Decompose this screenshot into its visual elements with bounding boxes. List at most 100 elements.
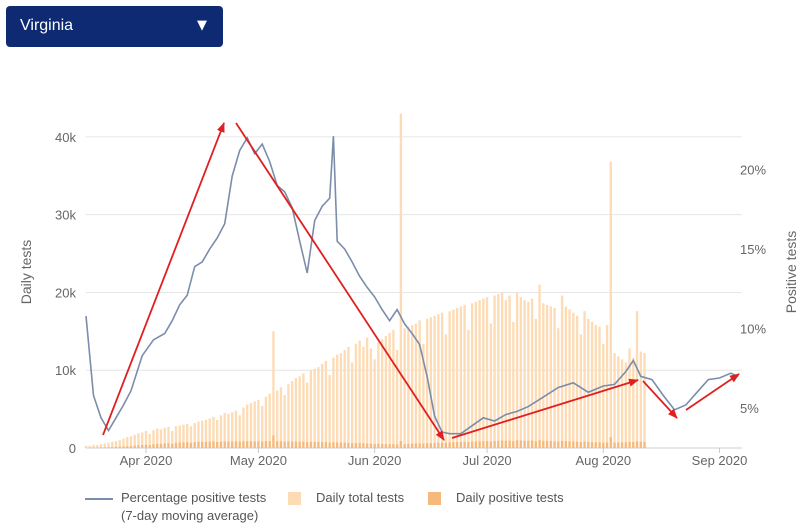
total-tests-bar [339, 353, 343, 448]
total-tests-bar [163, 427, 166, 448]
positive-tests-bar [542, 440, 545, 448]
legend-label-rate-line2: (7-day moving average) [121, 508, 259, 523]
total-tests-bar [365, 337, 369, 448]
right-axis-label: Positive tests [783, 231, 799, 313]
total-tests-bar [602, 343, 605, 448]
total-tests-bar [583, 311, 586, 448]
positive-tests-bar [298, 441, 301, 448]
right-tick-label: 10% [740, 322, 766, 337]
total-tests-bar [575, 315, 579, 448]
positive-tests-bar [632, 442, 635, 448]
total-tests-bar [515, 292, 519, 448]
total-tests-bar [122, 438, 125, 448]
total-tests-bar [478, 300, 481, 448]
total-tests-bar [302, 373, 305, 448]
total-tests-bar [294, 378, 298, 448]
total-tests-bar [609, 161, 612, 448]
positive-tests-bar [485, 441, 489, 448]
positive-tests-bar [335, 442, 339, 448]
positive-tests-bar [538, 440, 541, 448]
positive-tests-bar [144, 444, 148, 448]
positive-tests-bar [216, 441, 219, 448]
total-tests-bar [579, 334, 582, 448]
positive-tests-bar [587, 441, 590, 448]
total-tests-bar [530, 298, 534, 448]
total-tests-bar [152, 430, 155, 448]
positive-tests-bar [598, 442, 601, 448]
total-tests-bar [362, 346, 365, 448]
positive-tests-bar [602, 442, 605, 448]
positive-tests-bar [609, 437, 612, 448]
total-tests-bar [272, 331, 275, 448]
total-tests-bars [84, 113, 646, 449]
total-tests-bar [482, 298, 485, 448]
positive-tests-bar [152, 444, 155, 448]
total-tests-bar [624, 362, 627, 448]
positive-tests-bar [148, 445, 151, 448]
total-tests-bar [590, 322, 594, 448]
positive-tests-bar [354, 443, 358, 448]
positive-tests-bar [373, 443, 376, 448]
positive-tests-bar [358, 443, 361, 448]
positive-tests-bar [395, 444, 399, 448]
left-axis-label: Daily tests [18, 240, 34, 305]
total-tests-bar [347, 346, 350, 448]
total-tests-bar [309, 370, 313, 448]
positive-tests-bar [575, 441, 579, 448]
legend-label-rate-line1: Percentage positive tests [121, 490, 267, 505]
total-tests-bar [587, 318, 590, 448]
total-tests-bar [268, 393, 271, 448]
positive-tests-bar [523, 440, 526, 448]
positive-tests-bar [178, 442, 181, 448]
positive-tests-bar [564, 441, 567, 448]
total-tests-bar [542, 303, 545, 448]
positive-tests-bar [549, 441, 552, 448]
total-tests-bar [182, 424, 185, 448]
total-tests-bar [96, 444, 99, 448]
trend-arrow [685, 373, 740, 411]
positive-tests-bar [231, 441, 234, 448]
positive-rate-line [85, 136, 739, 435]
positive-tests-bar [467, 442, 470, 448]
positive-tests-bars [84, 435, 646, 448]
total-tests-bar [497, 294, 500, 448]
positive-tests-bar [452, 442, 455, 448]
positive-tests-bar [418, 443, 421, 448]
positive-tests-bar [508, 440, 511, 448]
positive-tests-bar [489, 441, 493, 448]
total-tests-bar [459, 306, 463, 448]
positive-tests-bar [253, 441, 256, 448]
total-tests-bar [568, 309, 571, 448]
positive-tests-bar [579, 442, 582, 448]
positive-tests-bar [482, 441, 485, 448]
positive-tests-bar [459, 441, 463, 448]
positive-tests-bar [129, 445, 133, 448]
positive-tests-bar [557, 441, 560, 448]
total-tests-bar [639, 351, 642, 448]
positive-tests-bar [624, 442, 627, 448]
positive-tests-bar [204, 441, 208, 448]
total-tests-bar [523, 300, 526, 448]
total-tests-bar [227, 413, 230, 448]
positive-tests-bar [197, 441, 200, 448]
positive-tests-bar [167, 443, 170, 448]
total-tests-bar [335, 354, 339, 448]
positive-swatch [428, 492, 441, 505]
positive-tests-bar [350, 443, 354, 448]
total-tests-bar [189, 426, 193, 448]
positive-tests-bar [238, 441, 241, 448]
total-tests-bar [148, 434, 151, 448]
total-tests-bar [88, 445, 91, 448]
tests-chart: 0 10k 20k 30k 40k 5% 10% 15% 20% Apr 2020 May 20… [18, 113, 799, 468]
positive-tests-bar [163, 443, 166, 448]
positive-tests-bar [414, 443, 418, 448]
state-dropdown[interactable]: Virginia ▼ [6, 6, 223, 47]
positive-tests-bar [208, 441, 211, 448]
positive-tests-bar [272, 435, 275, 448]
total-tests-bar [99, 444, 103, 448]
positive-tests-bar [407, 443, 410, 448]
total-tests-bar [111, 441, 114, 448]
total-tests-bar [291, 381, 294, 448]
total-tests-bar [410, 325, 414, 448]
positive-tests-bar [362, 443, 365, 448]
